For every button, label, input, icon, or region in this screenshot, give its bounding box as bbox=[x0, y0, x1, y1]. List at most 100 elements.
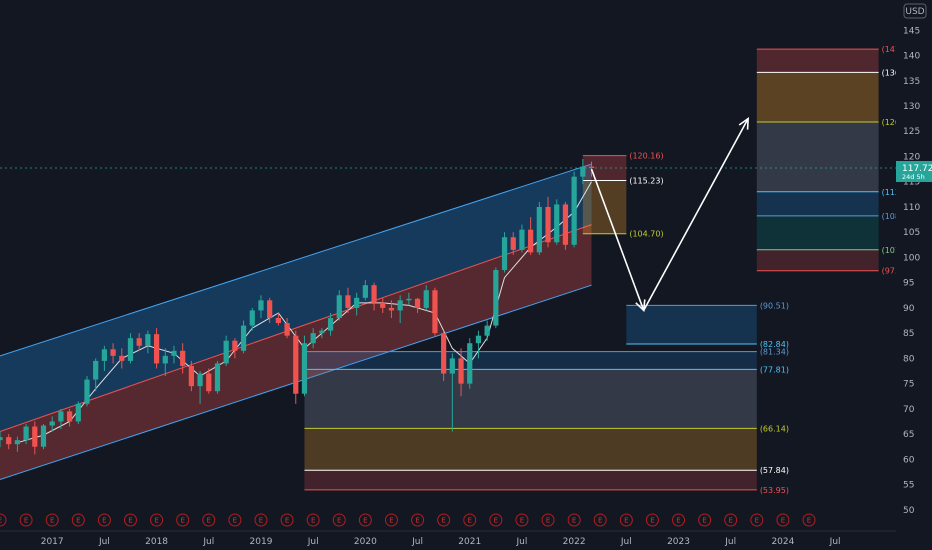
projection-segment[interactable] bbox=[643, 118, 749, 311]
candle[interactable] bbox=[119, 348, 125, 369]
candle[interactable] bbox=[562, 201, 569, 250]
candle[interactable] bbox=[310, 328, 316, 349]
candle[interactable] bbox=[501, 232, 508, 273]
earnings-marker[interactable]: E bbox=[619, 513, 633, 527]
candle[interactable] bbox=[371, 282, 377, 311]
candle[interactable] bbox=[110, 343, 116, 364]
candle[interactable] bbox=[171, 345, 177, 364]
candle[interactable] bbox=[153, 328, 160, 369]
earnings-marker[interactable]: E bbox=[593, 513, 607, 527]
earnings-marker[interactable]: E bbox=[437, 513, 451, 527]
candle[interactable] bbox=[580, 159, 586, 185]
earnings-marker[interactable]: E bbox=[254, 513, 268, 527]
candle[interactable] bbox=[49, 416, 55, 432]
candle[interactable] bbox=[249, 307, 255, 331]
earnings-marker[interactable]: E bbox=[176, 513, 190, 527]
candle[interactable] bbox=[23, 424, 29, 445]
currency-badge[interactable]: USD bbox=[903, 3, 927, 19]
projection-arrows[interactable] bbox=[590, 117, 749, 313]
candle[interactable] bbox=[284, 318, 290, 339]
candle[interactable] bbox=[267, 297, 273, 324]
candle[interactable] bbox=[449, 353, 455, 432]
candle[interactable] bbox=[528, 217, 534, 255]
earnings-marker[interactable]: E bbox=[280, 513, 294, 527]
candle[interactable] bbox=[484, 320, 490, 341]
candle[interactable] bbox=[145, 330, 151, 354]
candle[interactable] bbox=[519, 224, 525, 253]
projection-segment[interactable] bbox=[590, 168, 645, 311]
candle[interactable] bbox=[136, 333, 142, 351]
earnings-marker[interactable]: E bbox=[750, 513, 764, 527]
candle[interactable] bbox=[127, 333, 134, 364]
earnings-marker[interactable]: E bbox=[306, 513, 320, 527]
candle[interactable] bbox=[40, 424, 47, 450]
candle[interactable] bbox=[467, 338, 473, 389]
earnings-marker[interactable]: E bbox=[698, 513, 712, 527]
candle[interactable] bbox=[14, 436, 21, 452]
earnings-marker[interactable]: E bbox=[358, 513, 372, 527]
candle[interactable] bbox=[293, 330, 299, 404]
earnings-marker[interactable]: E bbox=[150, 513, 164, 527]
earnings-marker[interactable]: E bbox=[489, 513, 503, 527]
candle[interactable] bbox=[58, 408, 64, 430]
candle[interactable] bbox=[354, 292, 360, 316]
candle[interactable] bbox=[345, 287, 351, 313]
earnings-marker[interactable]: E bbox=[384, 513, 398, 527]
candle[interactable] bbox=[388, 300, 395, 318]
candle[interactable] bbox=[441, 330, 447, 382]
target-box[interactable]: (90.51) (82.84) bbox=[626, 301, 789, 349]
candle[interactable] bbox=[206, 368, 212, 394]
channel-upper-line[interactable] bbox=[0, 163, 592, 357]
earnings-marker[interactable]: E bbox=[228, 513, 242, 527]
earnings-marker[interactable]: E bbox=[411, 513, 425, 527]
candle[interactable] bbox=[319, 328, 325, 339]
candle[interactable] bbox=[327, 312, 334, 336]
candle[interactable] bbox=[214, 360, 221, 394]
fib-lower[interactable]: (81.34) (77.81) (66.14) (57.84) (53.95) bbox=[304, 348, 789, 495]
time-axis[interactable]: 2017 Jul 2018 Jul 2019 Jul 2020 Jul 2021 Jul 2022 J… bbox=[0, 530, 896, 547]
earnings-marker[interactable]: E bbox=[19, 513, 33, 527]
earnings-marker[interactable]: E bbox=[123, 513, 137, 527]
candle[interactable] bbox=[101, 345, 107, 371]
candle[interactable] bbox=[406, 292, 412, 306]
channel-mid-line[interactable] bbox=[0, 224, 592, 433]
candle[interactable] bbox=[0, 431, 3, 448]
candle[interactable] bbox=[66, 408, 73, 427]
earnings-marker[interactable]: E bbox=[515, 513, 529, 527]
candle[interactable] bbox=[93, 358, 99, 392]
earnings-marker[interactable]: E bbox=[802, 513, 816, 527]
candle[interactable] bbox=[554, 199, 560, 245]
candle[interactable] bbox=[275, 312, 281, 326]
candle[interactable] bbox=[75, 401, 81, 424]
candle[interactable] bbox=[301, 335, 308, 397]
earnings-marker[interactable]: E bbox=[71, 513, 85, 527]
candle[interactable] bbox=[380, 297, 386, 313]
candle[interactable] bbox=[84, 376, 90, 407]
earnings-marker[interactable]: E bbox=[463, 513, 477, 527]
candle[interactable] bbox=[336, 290, 342, 321]
earnings-marker[interactable]: E bbox=[332, 513, 346, 527]
earnings-marker[interactable]: E bbox=[202, 513, 216, 527]
price-axis[interactable]: USD 50 55 60 65 70 75 80 85 90 95 100 105 110 115 120 12… bbox=[896, 0, 932, 550]
candle[interactable] bbox=[458, 348, 464, 397]
candle[interactable] bbox=[223, 335, 229, 366]
candle[interactable] bbox=[362, 280, 368, 301]
candle[interactable] bbox=[397, 295, 403, 324]
earnings-marker[interactable]: E bbox=[97, 513, 111, 527]
candle[interactable] bbox=[432, 287, 438, 336]
earnings-marker[interactable]: E bbox=[645, 513, 659, 527]
candle[interactable] bbox=[423, 285, 429, 311]
candle[interactable] bbox=[414, 297, 421, 313]
candle[interactable] bbox=[545, 196, 551, 248]
earnings-marker[interactable]: E bbox=[541, 513, 555, 527]
candle[interactable] bbox=[475, 330, 482, 359]
candle[interactable] bbox=[32, 421, 38, 455]
candle[interactable] bbox=[162, 348, 168, 377]
earnings-marker[interactable]: E bbox=[45, 513, 59, 527]
candle[interactable] bbox=[571, 171, 577, 248]
candle[interactable] bbox=[510, 232, 516, 255]
candle[interactable] bbox=[232, 338, 238, 359]
candle[interactable] bbox=[258, 295, 264, 318]
earnings-marker[interactable]: E bbox=[567, 513, 581, 527]
